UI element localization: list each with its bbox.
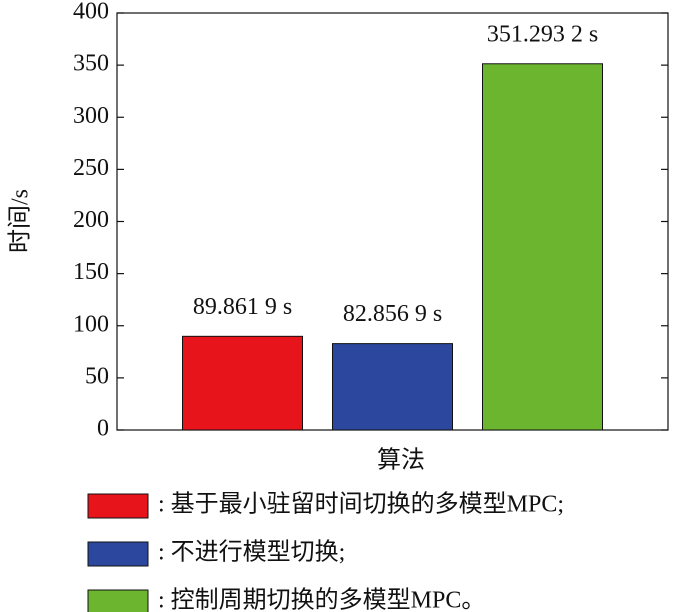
y-axis-label: 时间/s bbox=[7, 189, 34, 253]
value-label: 351.293 2 s bbox=[487, 21, 598, 47]
y-tick-label: 300 bbox=[73, 103, 109, 129]
y-tick-label: 150 bbox=[73, 259, 109, 285]
y-tick-label: 200 bbox=[73, 207, 109, 233]
legend-label: : 基于最小驻留时间切换的多模型MPC; bbox=[158, 491, 564, 518]
x-axis-label: 算法 bbox=[377, 447, 425, 474]
y-tick-label: 0 bbox=[97, 416, 109, 442]
legend-swatch bbox=[87, 541, 149, 567]
y-tick-label: 250 bbox=[73, 155, 109, 181]
y-tick-label: 100 bbox=[73, 311, 109, 337]
legend-swatch bbox=[87, 589, 149, 612]
bar bbox=[182, 335, 303, 431]
value-label: 82.856 9 s bbox=[343, 301, 442, 327]
legend-label: : 不进行模型切换; bbox=[158, 539, 345, 566]
y-tick-label: 50 bbox=[85, 363, 109, 389]
y-tick-label: 400 bbox=[73, 0, 109, 25]
legend-label: : 控制周期切换的多模型MPC。 bbox=[158, 587, 485, 612]
bar bbox=[482, 63, 603, 431]
bar bbox=[332, 343, 453, 431]
value-label: 89.861 9 s bbox=[193, 294, 292, 320]
legend-swatch bbox=[87, 493, 149, 519]
y-tick-label: 350 bbox=[73, 51, 109, 77]
